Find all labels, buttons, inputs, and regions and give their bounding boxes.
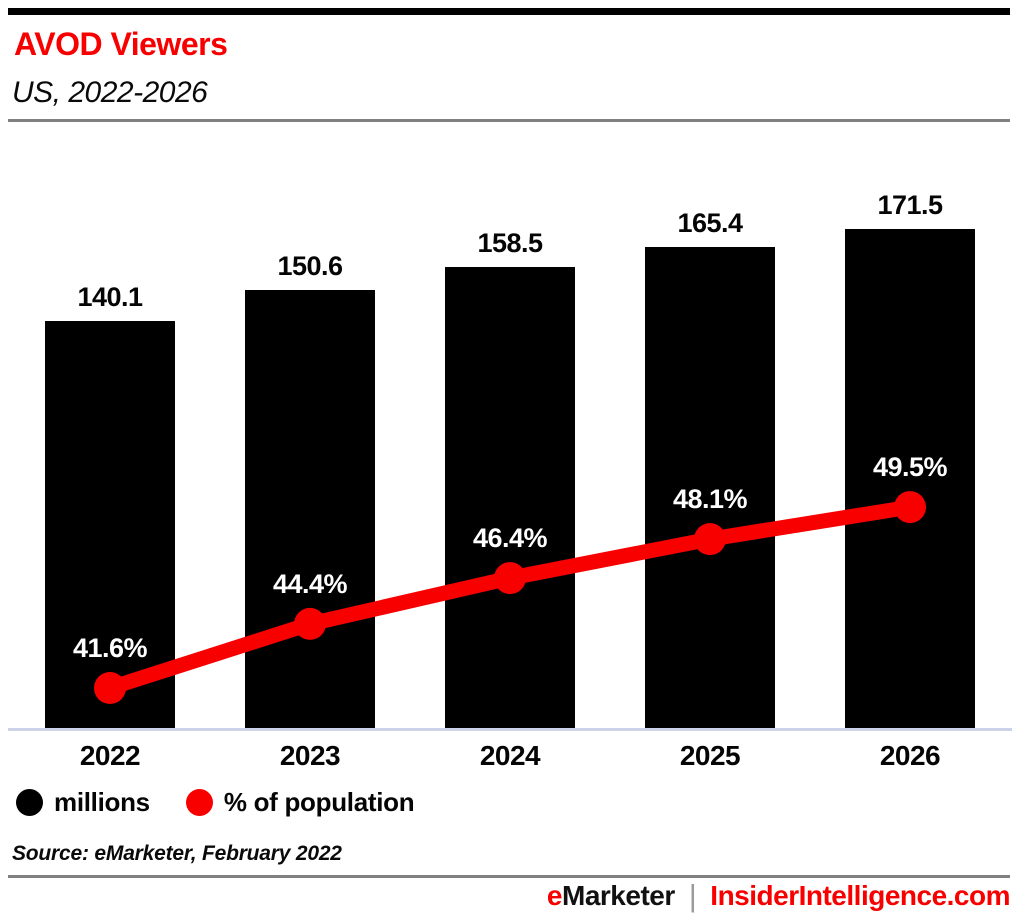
chart-title: AVOD Viewers (14, 26, 228, 62)
x-axis-line (8, 728, 1012, 731)
population-line (94, 491, 926, 704)
legend-item-millions: millions (16, 787, 150, 818)
chart-plot-area: 140.1 150.6 158.5 165.4 171.5 41.6% 44.4% 46.4%… (10, 140, 1010, 728)
line-point-2026 (894, 491, 926, 524)
x-axis-label-2024: 2024 (479, 740, 541, 771)
legend: millions % of population (16, 787, 415, 818)
bar-value-label-2026: 171.5 (877, 190, 943, 221)
bar-2026 (845, 229, 975, 728)
bar-2023 (245, 290, 375, 728)
bar-2025 (645, 247, 775, 728)
line-point-2023 (294, 607, 326, 640)
insider-intelligence-link[interactable]: InsiderIntelligence.com (710, 880, 1010, 911)
chart-subtitle: US, 2022-2026 (12, 76, 208, 109)
line-value-label-2025: 48.1% (672, 484, 748, 515)
line-value-label-2022: 41.6% (72, 633, 148, 663)
line-value-label-2024: 46.4% (472, 523, 548, 554)
emarketer-logo: eMarketer (547, 880, 675, 912)
header-divider (8, 119, 1010, 122)
legend-label: % of population (223, 787, 415, 817)
bar-2024 (445, 267, 575, 728)
footer-brand: eMarketer | InsiderIntelligence.com (547, 878, 1011, 913)
x-axis-label-2026: 2026 (879, 740, 941, 771)
line-point-2025 (694, 523, 726, 556)
legend-label: millions (54, 787, 150, 817)
source-note: Source: eMarketer, February 2022 (12, 842, 342, 865)
emarketer-logo-e: e (546, 880, 563, 911)
bar-value-label-2025: 165.4 (677, 208, 743, 239)
line-point-2022 (94, 672, 126, 704)
legend-dot-icon (185, 789, 213, 816)
top-accent-bar (8, 8, 1010, 15)
bar-value-label-2022: 140.1 (77, 281, 143, 312)
x-axis-label-2022: 2022 (79, 740, 141, 771)
legend-dot-icon (16, 789, 43, 816)
x-axis-label-2023: 2023 (279, 740, 341, 771)
x-axis-label-2025: 2025 (679, 740, 741, 771)
emarketer-logo-rest: Marketer (562, 880, 675, 911)
footer-divider (8, 875, 1010, 878)
bar-value-label-2024: 158.5 (477, 228, 543, 259)
line-value-label-2023: 44.4% (272, 568, 348, 599)
x-axis-labels: 2022 2023 2024 2025 2026 (0, 740, 1020, 776)
line-value-label-2026: 49.5% (872, 452, 948, 483)
legend-item-percent: % of population (185, 787, 415, 818)
bar-value-label-2023: 150.6 (277, 251, 343, 282)
line-point-2024 (494, 562, 526, 595)
bar-2022 (45, 320, 175, 728)
footer-separator: | (688, 878, 697, 913)
